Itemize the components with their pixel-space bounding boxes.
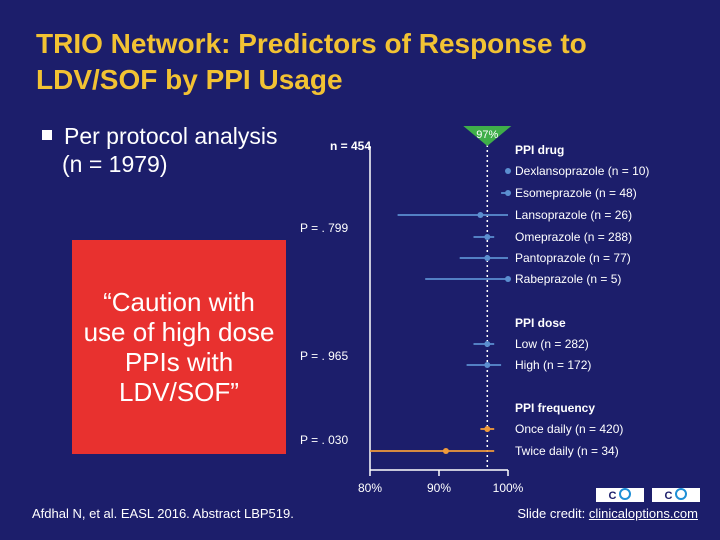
point-estimate [477,212,484,218]
x-tick-label: 80% [358,481,382,495]
x-tick-label: 90% [427,481,451,495]
bullet-point: Per protocol analysis [42,122,278,150]
row-label: Esomeprazole (n = 48) [515,186,637,200]
x-tick-label: 100% [493,481,524,495]
title-line-1: TRIO Network: Predictors of Response to [36,28,587,59]
point-estimate [484,255,491,261]
point-estimate [442,448,449,454]
forest-plot: 80% 90% 100% 97% n = 454 PPI drug P = . 799 Dex… [300,126,649,495]
reference-label: 97% [476,129,498,141]
slide-credit: Slide credit: clinicaloptions.com [517,506,698,521]
group-header: PPI drug [515,143,564,157]
row-label: Low (n = 282) [515,337,589,351]
point-estimate [505,276,511,282]
point-estimate [505,168,511,174]
row-label: Dexlansoprazole (n = 10) [515,164,649,178]
caution-quote-text: “Caution with use of high dose PPIs with… [83,287,275,407]
point-estimate [484,362,491,368]
p-value-label: P = . 965 [300,349,348,363]
p-value-label: P = . 030 [300,433,348,447]
bullet-subtext: (n = 1979) [62,151,168,177]
group-header: PPI dose [515,316,566,330]
group-header: PPI frequency [515,401,595,415]
title-line-2: LDV/SOF by PPI Usage [36,64,343,95]
row-label: Once daily (n = 420) [515,422,623,436]
bullet-text: Per protocol analysis [64,123,278,149]
row-label: Pantoprazole (n = 77) [515,251,631,265]
point-estimate [484,341,491,347]
row-label: Rabeprazole (n = 5) [515,272,621,286]
slide-title: TRIO Network: Predictors of Response to … [36,26,696,98]
p-value-label: P = . 799 [300,221,348,235]
cco-logo-icon: C [652,488,700,502]
row-label: Twice daily (n = 34) [515,444,619,458]
point-estimate [505,190,511,196]
cco-logo-icon: C [596,488,644,502]
citation: Afdhal N, et al. EASL 2016. Abstract LBP… [32,506,294,521]
credit-link[interactable]: clinicaloptions.com [588,506,698,521]
reference-marker [463,126,512,146]
point-estimate [484,426,491,432]
square-bullet-icon [42,130,52,140]
credit-prefix: Slide credit: [517,506,589,521]
point-estimate [484,234,491,240]
row-label: Omeprazole (n = 288) [515,230,632,244]
row-label: Lansoprazole (n = 26) [515,208,632,222]
row-label: High (n = 172) [515,358,591,372]
caution-quote-box: “Caution with use of high dose PPIs with… [72,240,286,454]
n-label: n = 454 [330,139,371,153]
